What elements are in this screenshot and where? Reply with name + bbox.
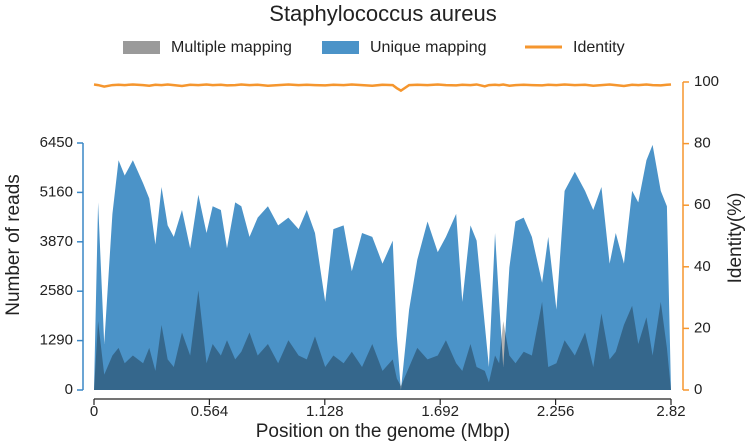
- y2-axis-label: Identity(%): [725, 193, 746, 284]
- y-tick-label: 6450: [40, 134, 73, 151]
- legend-label: Identity: [573, 39, 625, 56]
- x-tick-label: 1.692: [421, 403, 459, 420]
- y2-tick-label: 80: [694, 135, 711, 152]
- unique-mapping-area: [94, 144, 671, 390]
- x-tick-label: 0: [90, 403, 98, 420]
- y-tick-label: 0: [65, 381, 73, 398]
- x-tick-label: 2.82: [656, 403, 685, 420]
- x-axis-label: Position on the genome (Mbp): [256, 421, 511, 442]
- y-tick-label: 1290: [40, 332, 73, 349]
- x-tick-label: 2.256: [537, 403, 575, 420]
- identity-line: [93, 83, 672, 93]
- multiple-mapping-area: [94, 290, 671, 390]
- y-axis-label: Number of reads: [3, 174, 24, 316]
- y2-tick-label: 20: [694, 319, 711, 336]
- y-tick-label: 3870: [40, 233, 73, 250]
- legend-swatch: [322, 41, 359, 54]
- legend-label: Unique mapping: [370, 39, 487, 56]
- x-tick-label: 0.564: [191, 403, 229, 420]
- y-tick-label: 5160: [40, 183, 73, 200]
- legend-label: Multiple mapping: [171, 39, 292, 56]
- legend-swatch: [123, 41, 160, 54]
- y2-tick-label: 100: [694, 73, 719, 90]
- y2-tick-label: 0: [694, 381, 702, 398]
- chart-title: Staphylococcus aureus: [269, 1, 496, 26]
- x-tick-label: 1.128: [306, 403, 344, 420]
- y2-tick-label: 60: [694, 196, 711, 213]
- y2-tick-label: 40: [694, 258, 711, 275]
- y-tick-label: 2580: [40, 282, 73, 299]
